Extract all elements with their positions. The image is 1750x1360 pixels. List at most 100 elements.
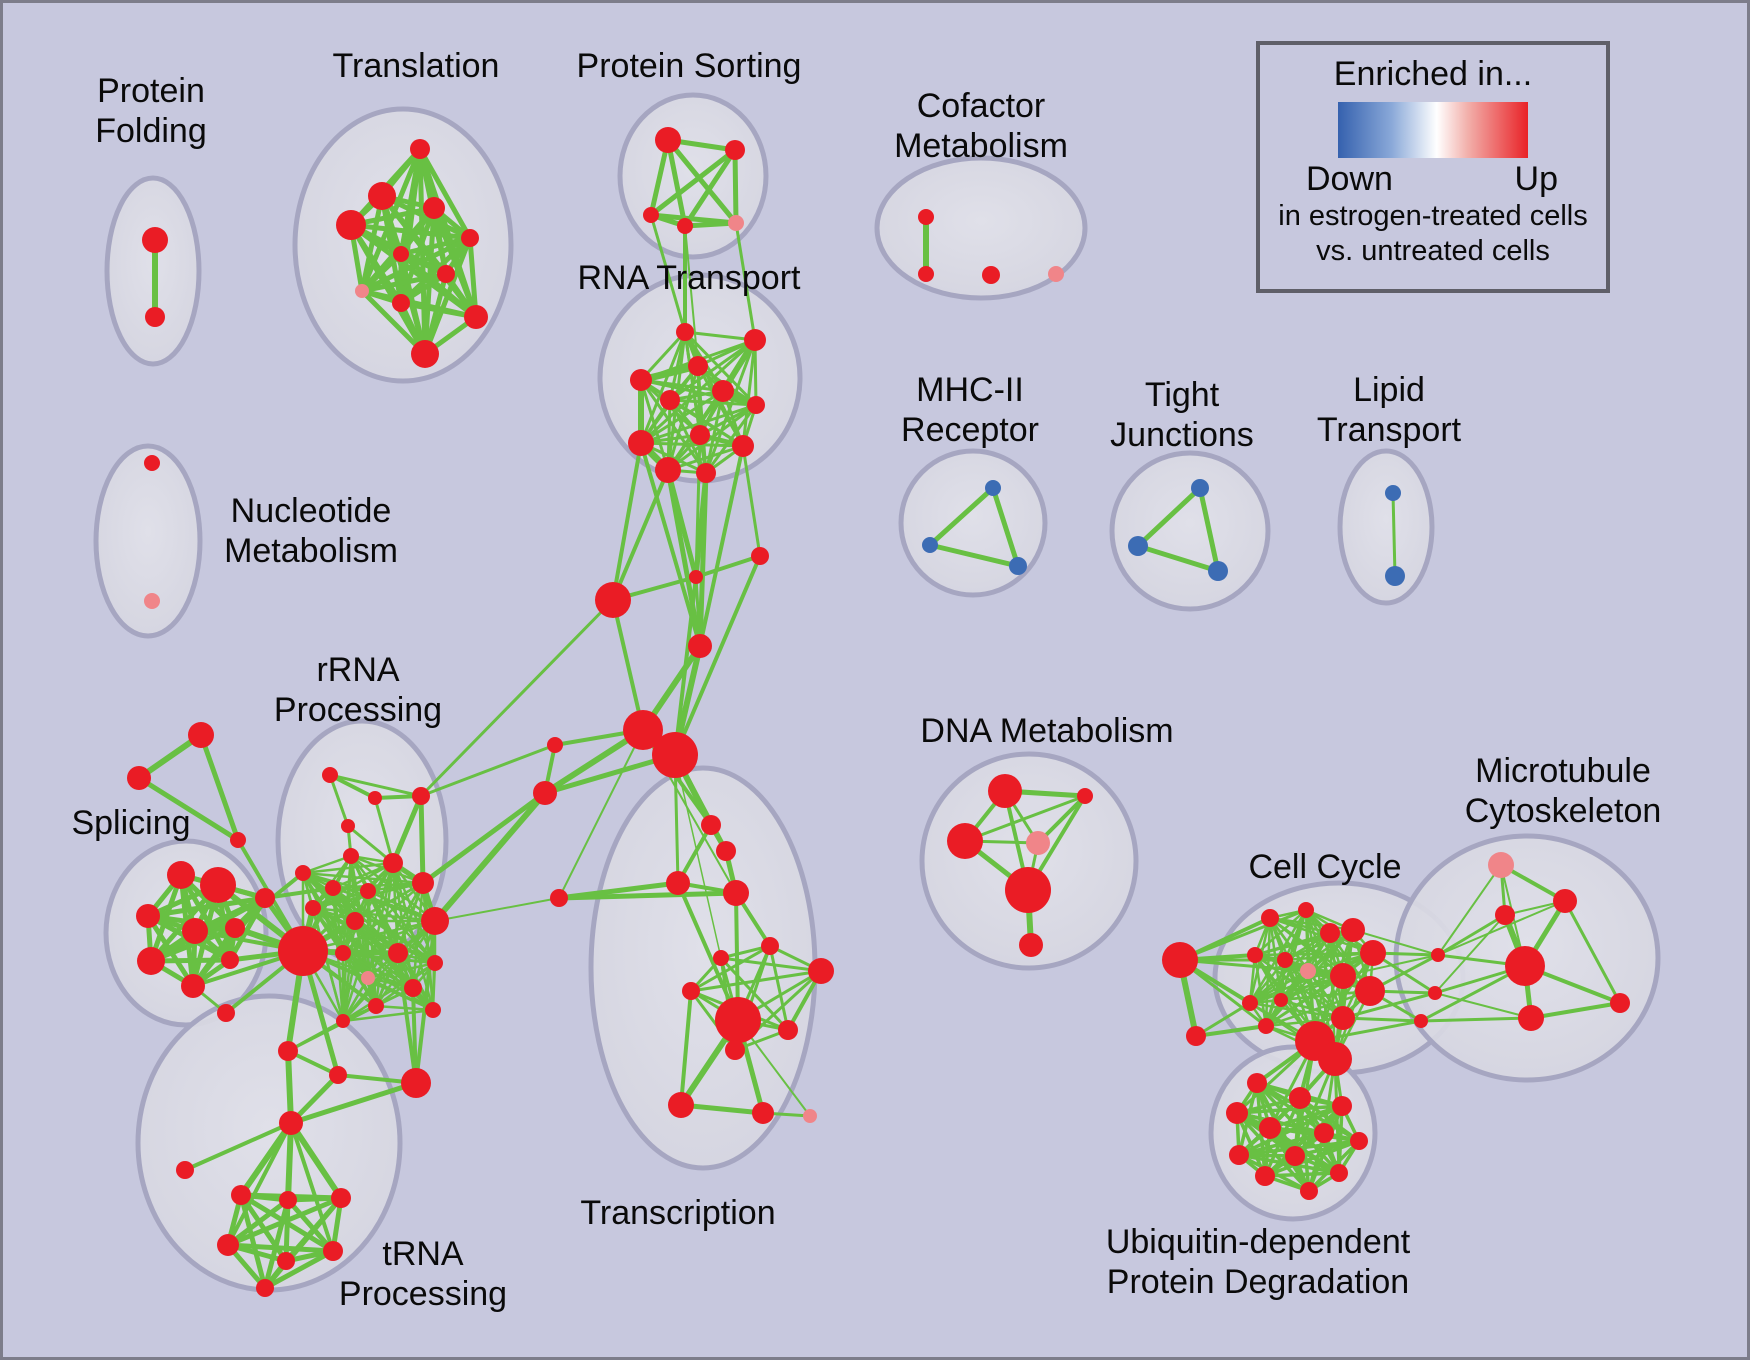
network-edge: [1352, 929, 1439, 956]
network-edge: [145, 895, 268, 919]
network-edge: [1237, 1131, 1326, 1157]
network-edge: [1529, 1001, 1622, 1020]
network-edge: [341, 919, 437, 1023]
network-node: [461, 229, 479, 247]
network-node: [167, 861, 195, 889]
network-node: [761, 937, 779, 955]
network-node: [1385, 485, 1401, 501]
cluster-label-translation: Translation: [333, 47, 500, 85]
network-node: [732, 435, 754, 457]
network-edge: [666, 444, 745, 472]
network-node: [464, 305, 488, 329]
network-node: [922, 537, 938, 553]
network-node: [368, 998, 384, 1014]
network-node: [696, 463, 716, 483]
network-edge: [288, 1120, 344, 1201]
network-node: [410, 139, 430, 159]
network-edge: [418, 793, 426, 886]
network-edge: [683, 330, 757, 342]
network-edge: [639, 378, 758, 407]
network-node: [778, 1020, 798, 1040]
network-edge: [1135, 543, 1221, 574]
network-node: [918, 209, 934, 225]
network-edge: [311, 906, 345, 1023]
network-edge: [373, 796, 395, 865]
network-node: [437, 265, 455, 283]
network-node: [1330, 963, 1356, 989]
network-node: [423, 197, 445, 219]
cluster-ellipse-nucleotide-metabolism: [93, 443, 203, 639]
network-node: [336, 1014, 350, 1028]
network-node: [277, 1252, 295, 1270]
network-node: [336, 210, 366, 240]
network-edge: [639, 441, 745, 448]
network-edge: [1437, 864, 1502, 956]
network-edge: [398, 300, 479, 320]
network-edge: [328, 773, 423, 798]
network-node: [688, 356, 708, 376]
cluster-label-tight-junctions: Tight Junctions: [1110, 376, 1254, 454]
network-edge: [301, 861, 395, 875]
network-node: [1289, 1087, 1311, 1109]
network-edge: [226, 1121, 293, 1247]
network-node: [217, 1004, 235, 1022]
network-edge: [225, 1242, 336, 1254]
network-edge: [1178, 958, 1310, 973]
network-node: [278, 926, 328, 976]
network-edge: [1419, 1016, 1533, 1023]
network-edge: [289, 1121, 335, 1253]
network-edge: [963, 794, 1087, 843]
network-node: [751, 547, 769, 565]
network-node: [918, 266, 934, 282]
cluster-label-microtubule-cytoskeleton: Microtubule Cytoskeleton: [1465, 752, 1662, 830]
network-node: [1247, 1073, 1267, 1093]
network-node: [1229, 1145, 1249, 1165]
network-edge: [927, 485, 996, 548]
cluster-ellipse-tight-junctions: [1109, 450, 1271, 612]
network-node: [1330, 1164, 1348, 1182]
network-edge: [1437, 900, 1566, 956]
network-edge: [665, 137, 688, 229]
network-edge: [1283, 951, 1375, 962]
network-edge: [674, 754, 722, 959]
network-node: [628, 430, 654, 456]
network-edge: [398, 251, 479, 320]
network-edge: [704, 403, 758, 475]
network-node: [1341, 918, 1365, 942]
network-edge: [301, 854, 353, 875]
network-node: [712, 380, 734, 402]
network-node: [728, 215, 744, 231]
network-edge: [1563, 899, 1622, 1005]
network-edge: [1178, 958, 1268, 1028]
network-node: [666, 871, 690, 895]
network-node: [803, 1109, 817, 1123]
network-node: [1285, 1146, 1305, 1166]
network-node: [985, 480, 1001, 496]
network-edge: [639, 330, 687, 445]
network-node: [401, 1068, 431, 1098]
network-node: [550, 889, 568, 907]
network-node: [1259, 1117, 1281, 1139]
network-node: [368, 182, 396, 210]
network-edge: [1263, 1139, 1361, 1178]
network-node: [1320, 923, 1340, 943]
network-node: [701, 815, 721, 835]
network-edge: [396, 951, 418, 1085]
network-node: [355, 284, 369, 298]
network-edge: [353, 919, 437, 965]
network-edge: [639, 403, 758, 445]
network-edge: [341, 976, 370, 1023]
network-node: [677, 218, 693, 234]
network-node: [1191, 479, 1209, 497]
network-edge: [341, 951, 437, 965]
network-edge: [1248, 969, 1310, 1005]
legend-down-label: Down: [1306, 160, 1393, 198]
network-node: [412, 787, 430, 805]
network-node: [1505, 946, 1545, 986]
network-edge: [611, 441, 643, 602]
cluster-label-ubiquitin-dependent-protein-degradation: Ubiquitin-dependent Protein Degradation: [1106, 1223, 1411, 1301]
cluster-label-cell-cycle: Cell Cycle: [1248, 848, 1401, 886]
network-edge: [1248, 953, 1257, 1005]
network-edge: [467, 235, 479, 320]
network-edge: [390, 793, 424, 866]
